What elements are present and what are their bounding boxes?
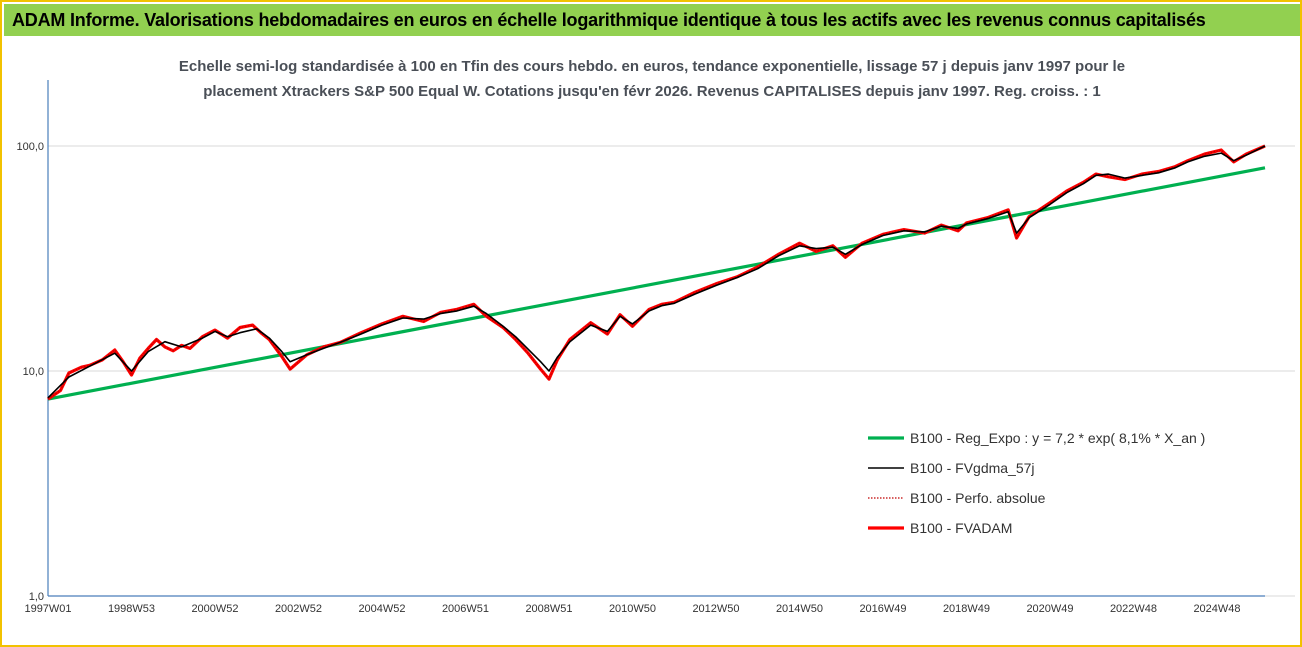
x-tick-label: 2022W48: [1110, 603, 1157, 615]
series-line-regression: [47, 166, 1266, 401]
y-tick-label: 10,0: [23, 366, 44, 378]
axes: 1,0 10,0 100,0 1997W01 1998W53 2000W52 2002W52…: [16, 80, 1265, 615]
series-line-absolute: [47, 145, 1266, 400]
legend-label-smoothed: B100 - FVgdma_57j: [910, 460, 1035, 476]
legend-label-fvadam: B100 - FVADAM: [910, 520, 1012, 536]
chart-subtitle-line-1: Echelle semi-log standardisée à 100 en T…: [178, 58, 1126, 75]
x-tick-label: 2006W51: [442, 603, 489, 615]
x-tick-label: 1998W53: [108, 603, 155, 615]
x-tick-label: 2024W48: [1193, 603, 1240, 615]
chart-subtitle: Echelle semi-log standardisée à 100 en T…: [152, 54, 1152, 104]
banner-title: ADAM Informe. Valorisations hebdomadaire…: [12, 10, 1206, 30]
x-tick-label: 2010W50: [609, 603, 656, 615]
legend: B100 - Reg_Expo : y = 7,2 * exp( 8,1% * …: [868, 430, 1205, 536]
x-tick-label: 2014W50: [776, 603, 823, 615]
chart-subtitle-line-2: placement Xtrackers S&P 500 Equal W. Cot…: [203, 83, 1101, 100]
legend-label-absolute: B100 - Perfo. absolue: [910, 490, 1046, 506]
x-tick-label: 2000W52: [191, 603, 238, 615]
x-tick-label: 2016W49: [859, 603, 906, 615]
x-tick-label: 2012W50: [692, 603, 739, 615]
title-banner: ADAM Informe. Valorisations hebdomadaire…: [4, 4, 1300, 36]
x-tick-label: 1997W01: [24, 603, 71, 615]
x-tick-label: 2008W51: [525, 603, 572, 615]
series-line-smoothed: [47, 145, 1266, 399]
legend-label-regression: B100 - Reg_Expo : y = 7,2 * exp( 8,1% * …: [910, 430, 1205, 446]
x-tick-label: 2004W52: [358, 603, 405, 615]
x-tick-label: 2002W52: [275, 603, 322, 615]
x-tick-label: 2020W49: [1026, 603, 1073, 615]
grid-lines: [48, 145, 1295, 597]
y-tick-label: 1,0: [29, 591, 44, 603]
series-lines: [47, 144, 1266, 401]
y-tick-label: 100,0: [16, 141, 44, 153]
x-tick-label: 2018W49: [943, 603, 990, 615]
